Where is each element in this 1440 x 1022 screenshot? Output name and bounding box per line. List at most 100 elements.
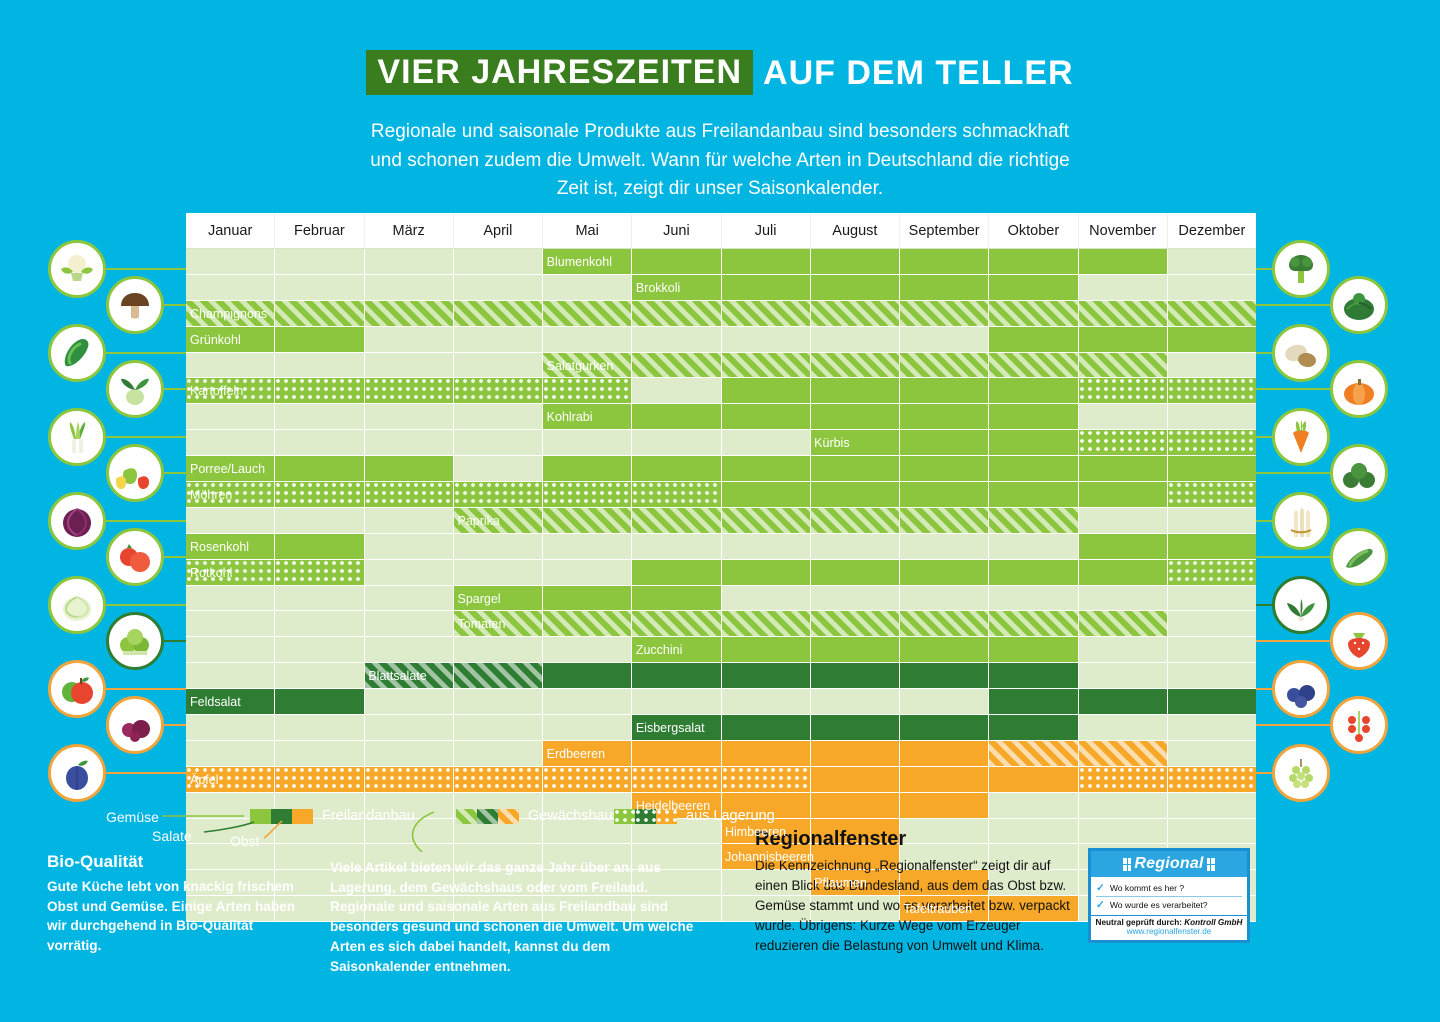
calendar-cell <box>363 274 453 301</box>
calendar-cell <box>1077 430 1167 457</box>
calendar-cell <box>988 585 1078 612</box>
leek-icon-node[interactable] <box>48 408 186 466</box>
calendar-cell <box>988 689 1078 716</box>
regional-text: Die Kennzeichnung „Regionalfenster“ zeig… <box>755 858 1070 954</box>
calendar-cell <box>186 611 275 638</box>
icon-leader-line <box>1256 520 1272 522</box>
calendar-cell <box>1077 533 1167 560</box>
hinweis-block: Viele Artikel bieten wir das ganze Jahr … <box>330 858 700 976</box>
regionalfenster-logo[interactable]: Regional ✓ Wo kommt es her ? ✓ Wo wurde … <box>1088 848 1250 943</box>
calendar-row: Johannisbeeren <box>186 844 1256 871</box>
calendar-cell <box>720 870 810 897</box>
calendar-cell <box>899 533 989 560</box>
calendar-cell <box>809 715 899 741</box>
rf-url[interactable]: www.regionalfenster.de <box>1126 927 1212 936</box>
calendar-cell <box>363 870 453 897</box>
calendar-cell <box>631 456 721 483</box>
kohlrabi-icon-node[interactable] <box>106 360 186 418</box>
calendar-cell <box>274 559 364 586</box>
calendar-cell <box>186 586 275 612</box>
rf-question-2-text: Wo wurde es verarbeitet? <box>1109 900 1208 910</box>
calendar-cell <box>363 766 453 793</box>
calendar-cell <box>809 766 899 793</box>
kale-icon-node[interactable] <box>1256 276 1388 334</box>
month-header-november: November <box>1077 213 1167 248</box>
calendar-cell <box>186 456 275 483</box>
calendar-cell <box>631 689 721 716</box>
calendar-cell <box>809 249 899 275</box>
pumpkin-icon-node[interactable] <box>1256 360 1388 418</box>
tomato-icon-node[interactable] <box>106 528 186 586</box>
calendar-cell <box>809 559 899 586</box>
cauliflower-icon-node[interactable] <box>48 240 186 298</box>
cucumber-icon-node[interactable] <box>48 324 186 382</box>
mushroom-icon-node[interactable] <box>106 276 186 334</box>
calendar-cell <box>1077 663 1167 690</box>
broccoli-icon-node[interactable] <box>1256 240 1330 298</box>
calendar-cell <box>542 300 632 327</box>
calendar-cell <box>631 533 721 560</box>
currant-icon-node[interactable] <box>1256 696 1388 754</box>
calendar-cell <box>988 249 1078 275</box>
calendar-cell <box>899 300 989 327</box>
calendar-row: Kartoffeln <box>186 378 1256 405</box>
zucchini-icon-node[interactable] <box>1256 528 1388 586</box>
potato-icon-node[interactable] <box>1256 324 1330 382</box>
calendar-cell <box>720 715 810 741</box>
calendar-cell <box>899 689 989 716</box>
calendar-cell <box>452 637 542 664</box>
calendar-cell <box>1166 559 1256 586</box>
brusselsprout-icon-node[interactable] <box>1256 444 1388 502</box>
strawberry-icon-node[interactable] <box>1256 612 1388 670</box>
lambslettuce-icon-node[interactable] <box>1256 576 1330 634</box>
page-title: VIER JAHRESZEITEN AUF DEM TELLER <box>0 50 1440 95</box>
calendar-cell <box>542 249 632 275</box>
calendar-cell <box>186 663 275 690</box>
hinweis-text: Viele Artikel bieten wir das ganze Jahr … <box>330 860 694 974</box>
calendar-cell <box>631 249 721 275</box>
icon-leader-line <box>106 772 186 774</box>
calendar-cell <box>542 326 632 353</box>
lettuce-icon-node[interactable] <box>48 576 186 634</box>
calendar-cell <box>631 766 721 793</box>
calendar-cell <box>1166 689 1256 716</box>
calendar-cell <box>274 870 364 897</box>
calendar-row: Spargel <box>186 585 1256 612</box>
kale-icon <box>1330 276 1388 334</box>
calendar-cell <box>363 378 453 405</box>
month-header-august: August <box>809 213 899 248</box>
redcabbage-icon <box>48 492 106 550</box>
calendar-cell <box>720 300 810 327</box>
calendar-cell <box>1077 378 1167 405</box>
carrot-icon-node[interactable] <box>1256 408 1330 466</box>
calendar-cell <box>363 611 453 638</box>
plum-icon-node[interactable] <box>48 744 186 802</box>
grapes-icon-node[interactable] <box>1256 744 1330 802</box>
calendar-cell <box>1077 559 1167 586</box>
bellpepper-icon-node[interactable] <box>106 444 186 502</box>
bio-text: Gute Küche lebt von knackig frischem Obs… <box>47 879 295 954</box>
calendar-cell <box>1077 482 1167 508</box>
calendar-cell <box>274 663 364 690</box>
calendar-cell <box>899 870 989 897</box>
calendar-cell <box>1077 715 1167 741</box>
calendar-cell <box>809 818 899 845</box>
calendar-cell <box>631 715 721 741</box>
calendar-cell <box>363 352 453 379</box>
calendar-cell <box>720 559 810 586</box>
calendar-cell <box>542 637 632 664</box>
asparagus-icon-node[interactable] <box>1256 492 1330 550</box>
redcabbage-icon-node[interactable] <box>48 492 186 550</box>
icebergsalad-icon-node[interactable] <box>106 612 186 670</box>
blueberry-icon-node[interactable] <box>1256 660 1330 718</box>
calendar-cell <box>988 740 1078 767</box>
calendar-row: Rotkohl <box>186 559 1256 586</box>
calendar-cell <box>720 611 810 638</box>
icon-leader-line <box>1256 472 1330 474</box>
calendar-cell <box>809 689 899 716</box>
calendar-cell <box>809 352 899 379</box>
raspberry-icon-node[interactable] <box>106 696 186 754</box>
calendar-cell <box>452 274 542 301</box>
calendar-cell <box>452 818 542 845</box>
apple-icon-node[interactable] <box>48 660 186 718</box>
